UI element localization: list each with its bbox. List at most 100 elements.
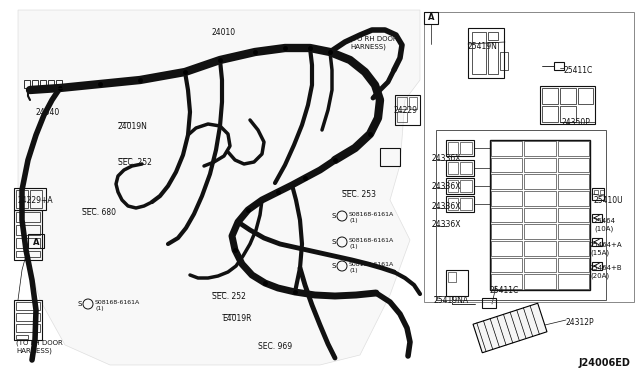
Bar xyxy=(380,148,400,166)
Bar xyxy=(472,32,486,74)
Bar xyxy=(540,86,595,124)
Text: 24229+A: 24229+A xyxy=(18,196,54,205)
Text: S08168-6161A
(1): S08168-6161A (1) xyxy=(349,262,394,273)
Text: SEC. 680: SEC. 680 xyxy=(82,208,116,217)
Bar xyxy=(490,140,590,290)
Text: 24312P: 24312P xyxy=(566,318,595,327)
Bar xyxy=(592,238,602,246)
Bar xyxy=(557,274,589,289)
Bar xyxy=(446,160,474,176)
Bar xyxy=(460,198,472,210)
Text: 24229: 24229 xyxy=(394,106,418,115)
Text: 24040: 24040 xyxy=(36,108,60,117)
Bar xyxy=(554,62,564,70)
Bar xyxy=(446,270,468,296)
Text: 25464+A
(15A): 25464+A (15A) xyxy=(590,242,623,256)
Bar xyxy=(592,188,604,200)
Bar xyxy=(397,97,407,109)
Bar xyxy=(542,106,558,122)
Bar xyxy=(460,162,472,174)
Text: (TO LH DOOR
HARNESS): (TO LH DOOR HARNESS) xyxy=(16,340,63,355)
Bar xyxy=(32,80,38,88)
Bar xyxy=(491,224,522,239)
Text: 25411C: 25411C xyxy=(490,286,519,295)
Bar xyxy=(30,190,42,208)
Text: SEC. 253: SEC. 253 xyxy=(342,190,376,199)
Bar xyxy=(524,141,556,155)
Text: A: A xyxy=(33,238,39,247)
Text: 24336X: 24336X xyxy=(432,220,461,229)
Text: J24006ED: J24006ED xyxy=(578,358,630,368)
Bar xyxy=(446,140,474,156)
Bar xyxy=(500,52,508,70)
Bar xyxy=(56,80,62,88)
Bar xyxy=(600,190,604,194)
Bar xyxy=(446,196,474,212)
Bar xyxy=(557,208,589,222)
Bar xyxy=(395,95,420,125)
Bar xyxy=(524,158,556,172)
Bar xyxy=(14,188,46,210)
Bar xyxy=(491,258,522,272)
Bar xyxy=(491,174,522,189)
Bar xyxy=(557,174,589,189)
Text: S08168-6161A
(1): S08168-6161A (1) xyxy=(95,300,140,311)
Text: 24336X: 24336X xyxy=(432,154,461,163)
Bar xyxy=(560,88,576,104)
Bar xyxy=(542,88,558,104)
Bar xyxy=(592,262,602,270)
Text: 25419NA: 25419NA xyxy=(434,296,469,305)
Bar xyxy=(524,208,556,222)
Bar xyxy=(16,302,40,310)
Bar xyxy=(16,238,40,248)
Bar xyxy=(524,258,556,272)
Bar xyxy=(28,234,44,248)
Text: (TO RH DOOR
HARNESS): (TO RH DOOR HARNESS) xyxy=(350,36,397,51)
Bar xyxy=(560,106,576,122)
Text: SEC. 969: SEC. 969 xyxy=(258,342,292,351)
Text: 25464
(10A): 25464 (10A) xyxy=(594,218,616,232)
Bar xyxy=(594,190,598,194)
Text: S08168-6161A
(1): S08168-6161A (1) xyxy=(349,212,394,223)
Bar xyxy=(24,80,30,88)
Text: 25410U: 25410U xyxy=(594,196,623,205)
Text: A: A xyxy=(428,13,435,22)
Text: S: S xyxy=(332,239,336,245)
Text: 24336X: 24336X xyxy=(432,202,461,211)
Bar xyxy=(557,224,589,239)
Bar xyxy=(468,28,504,78)
Bar xyxy=(557,191,589,206)
Bar xyxy=(424,12,634,302)
Bar xyxy=(491,208,522,222)
Bar xyxy=(578,88,593,104)
Bar xyxy=(16,313,40,321)
Bar xyxy=(446,178,474,194)
Bar xyxy=(460,180,472,192)
Text: 25464+B
(20A): 25464+B (20A) xyxy=(590,265,623,279)
Bar xyxy=(557,158,589,172)
Text: S: S xyxy=(332,263,336,269)
Bar xyxy=(424,12,438,24)
Bar xyxy=(460,142,472,154)
Bar xyxy=(16,225,40,235)
Text: SEC. 252: SEC. 252 xyxy=(212,292,246,301)
Bar xyxy=(473,303,547,353)
Bar xyxy=(16,335,28,339)
Bar xyxy=(397,112,407,122)
Bar xyxy=(16,190,28,208)
Bar xyxy=(488,42,498,74)
Bar xyxy=(557,141,589,155)
Bar xyxy=(592,214,602,222)
Text: 24336X: 24336X xyxy=(432,182,461,191)
Bar xyxy=(557,258,589,272)
Text: 24350P: 24350P xyxy=(562,118,591,127)
Bar xyxy=(448,142,458,154)
Bar xyxy=(557,241,589,256)
Text: 24019N: 24019N xyxy=(118,122,148,131)
Polygon shape xyxy=(18,10,420,365)
Bar xyxy=(524,241,556,256)
Bar xyxy=(491,141,522,155)
Bar xyxy=(16,324,40,332)
Text: 25419N: 25419N xyxy=(468,42,498,51)
Bar xyxy=(524,224,556,239)
